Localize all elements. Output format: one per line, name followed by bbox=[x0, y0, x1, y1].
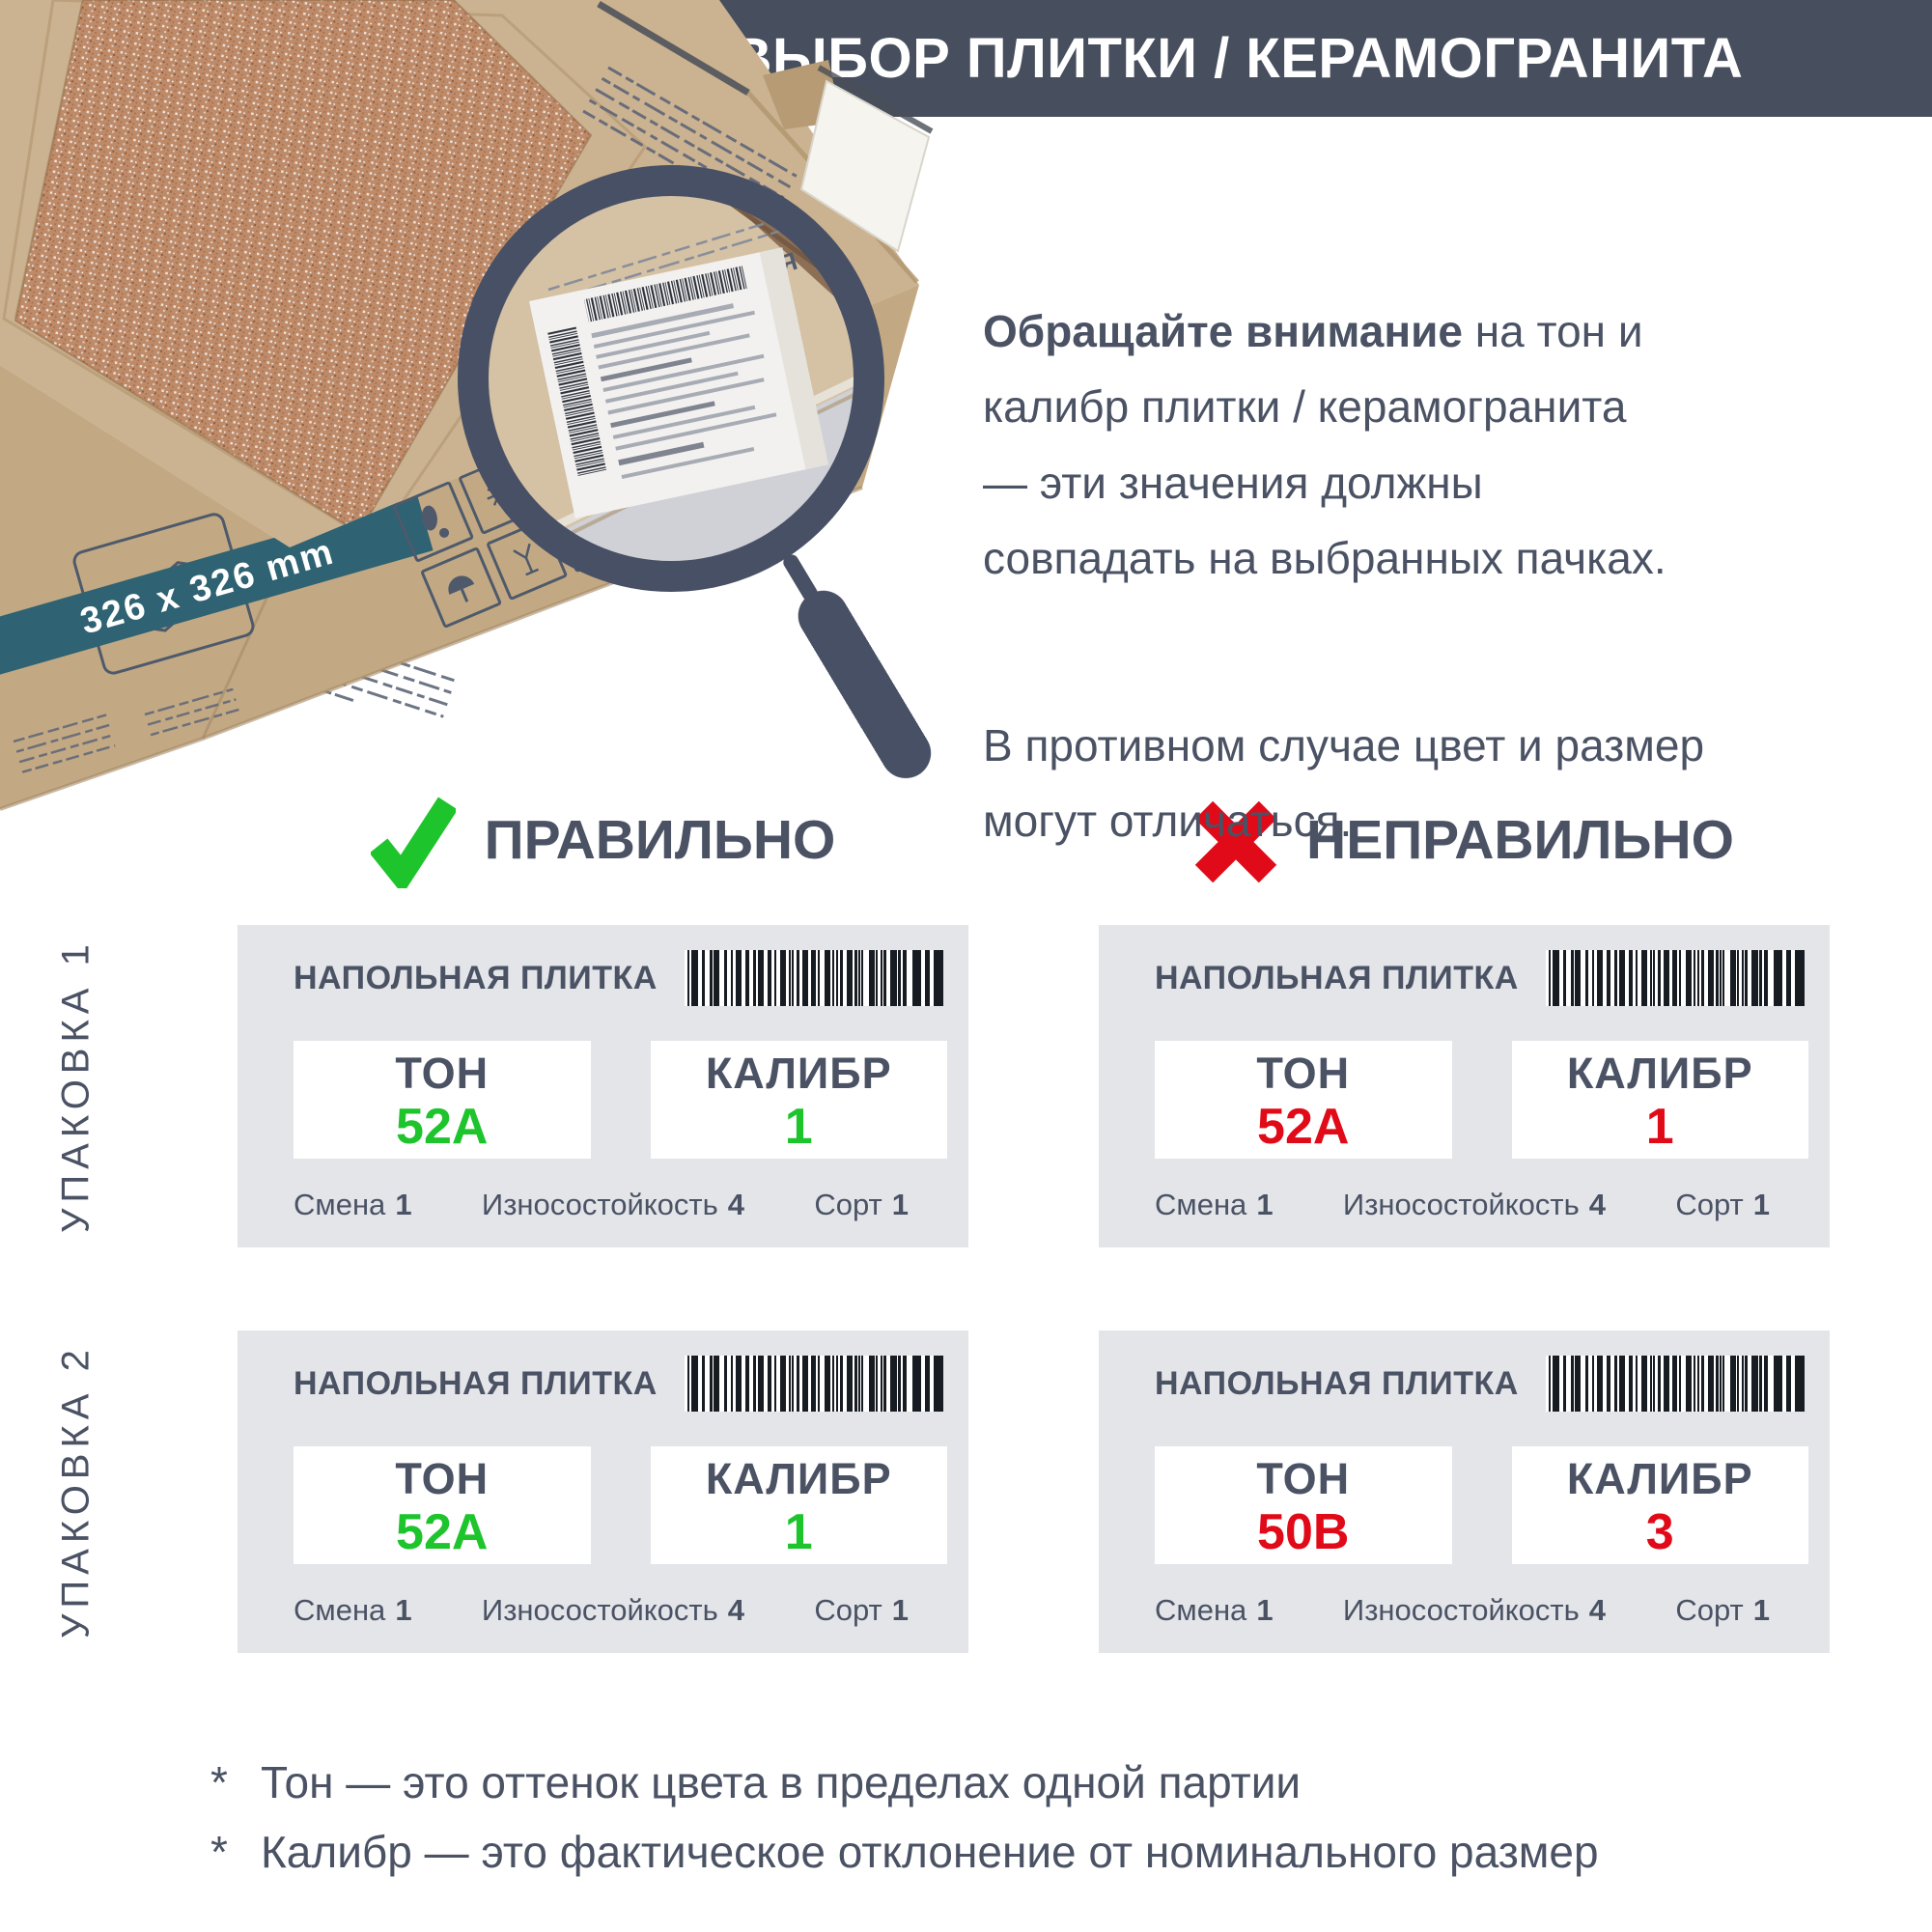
tone-label: ТОН bbox=[1256, 1454, 1351, 1503]
card-meta: Смена 1 Износостойкость 4 Сорт 1 bbox=[294, 1188, 909, 1221]
verdict-incorrect-label: НЕПРАВИЛЬНО bbox=[1306, 809, 1734, 871]
product-name: НАПОЛЬНАЯ ПЛИТКА bbox=[1155, 1364, 1519, 1402]
package-2-label: УПАКОВКА 2 bbox=[54, 1344, 98, 1639]
label-card-pack2-correct: НАПОЛЬНАЯ ПЛИТКА ТОН 52A КАЛИБР 1 Смена 1… bbox=[238, 1330, 968, 1653]
tone-value: 50B bbox=[1257, 1503, 1350, 1560]
card-meta: Смена 1 Износостойкость 4 Сорт 1 bbox=[1155, 1593, 1770, 1627]
check-icon bbox=[370, 797, 456, 888]
product-name: НАПОЛЬНАЯ ПЛИТКА bbox=[294, 1364, 658, 1402]
tone-value: 52A bbox=[396, 1098, 489, 1155]
footnote-marker: * bbox=[210, 1757, 228, 1807]
intro-lead-rest: на тон и калибр плитки / керамогранита —… bbox=[983, 306, 1666, 583]
package-1-label: УПАКОВКА 1 bbox=[54, 938, 98, 1234]
card-meta: Смена 1 Износостойкость 4 Сорт 1 bbox=[294, 1593, 909, 1627]
intro-paragraph-2: В противном случае цвет и размер могут о… bbox=[983, 720, 1705, 847]
caliber-box: КАЛИБР 1 bbox=[650, 1446, 947, 1564]
footprint-icon bbox=[421, 505, 450, 538]
page-title: ВЫБОР ПЛИТКИ / КЕРАМОГРАНИТА bbox=[731, 27, 1744, 90]
label-corner bbox=[799, 65, 934, 253]
footnote-marker: * bbox=[210, 1826, 228, 1877]
box-print-rows-side bbox=[13, 687, 239, 773]
footnote-tone: * Тон — это оттенок цвета в пределах одн… bbox=[210, 1755, 1852, 1811]
label-barcode-top bbox=[583, 266, 748, 322]
caliber-label: КАЛИБР bbox=[1566, 1454, 1753, 1503]
verdict-incorrect: НЕПРАВИЛЬНО bbox=[1099, 784, 1830, 896]
tone-box: ТОН 50B bbox=[1155, 1446, 1452, 1564]
caliber-label: КАЛИБР bbox=[705, 1049, 892, 1098]
caliber-label: КАЛИБР bbox=[1566, 1049, 1753, 1098]
label-card-pack1-correct: НАПОЛЬНАЯ ПЛИТКА ТОН 52A КАЛИБР 1 Смена 1… bbox=[238, 925, 968, 1247]
tone-label: ТОН bbox=[395, 1454, 490, 1503]
label-card-pack1-incorrect: НАПОЛЬНАЯ ПЛИТКА ТОН 52A КАЛИБР 1 Смена 1… bbox=[1099, 925, 1830, 1247]
label-barcode-vertical bbox=[547, 326, 607, 477]
verdict-correct: ПРАВИЛЬНО bbox=[238, 784, 968, 896]
label-card-pack2-incorrect: НАПОЛЬНАЯ ПЛИТКА ТОН 50B КАЛИБР 3 Смена 1… bbox=[1099, 1330, 1830, 1653]
caliber-box: КАЛИБР 1 bbox=[1511, 1041, 1808, 1159]
footnote-tone-text: Тон — это оттенок цвета в пределах одной… bbox=[261, 1757, 1302, 1807]
caliber-value: 3 bbox=[1645, 1503, 1674, 1560]
caliber-value: 1 bbox=[784, 1503, 813, 1560]
cross-icon bbox=[1194, 800, 1277, 883]
footnotes: * Тон — это оттенок цвета в пределах одн… bbox=[210, 1755, 1852, 1893]
barcode bbox=[681, 1356, 947, 1412]
shipping-label bbox=[529, 247, 828, 518]
box-photo-illustration: 326 x 326 mm bbox=[0, 0, 946, 850]
intro-paragraph-1: Обращайте внимание на тон и калибр плитк… bbox=[983, 294, 1890, 596]
barcode bbox=[1542, 950, 1808, 1006]
intro-text: Обращайте внимание на тон и калибр плитк… bbox=[983, 218, 1890, 971]
product-name: НАПОЛЬНАЯ ПЛИТКА bbox=[1155, 959, 1519, 996]
tone-box: ТОН 52A bbox=[1155, 1041, 1452, 1159]
caliber-box: КАЛИБР 1 bbox=[650, 1041, 947, 1159]
umbrella-icon bbox=[448, 575, 475, 602]
magnifier-ring-icon bbox=[458, 165, 884, 592]
caliber-value: 1 bbox=[784, 1098, 813, 1155]
caliber-box: КАЛИБР 3 bbox=[1511, 1446, 1808, 1564]
tone-label: ТОН bbox=[395, 1049, 490, 1098]
footnote-caliber: * Калибр — это фактическое отклонение от… bbox=[210, 1825, 1852, 1881]
tone-value: 52A bbox=[1257, 1098, 1350, 1155]
verdict-correct-label: ПРАВИЛЬНО bbox=[484, 809, 836, 871]
magnifier-handle-icon bbox=[783, 554, 932, 779]
glass-icon bbox=[513, 543, 540, 576]
tone-box: ТОН 52A bbox=[294, 1041, 591, 1159]
barcode bbox=[1542, 1356, 1808, 1412]
caliber-label: КАЛИБР bbox=[705, 1454, 892, 1503]
card-meta: Смена 1 Износостойкость 4 Сорт 1 bbox=[1155, 1188, 1770, 1221]
barcode bbox=[681, 950, 947, 1006]
tone-value: 52A bbox=[396, 1503, 489, 1560]
product-name: НАПОЛЬНАЯ ПЛИТКА bbox=[294, 959, 658, 996]
tone-box: ТОН 52A bbox=[294, 1446, 591, 1564]
tone-label: ТОН bbox=[1256, 1049, 1351, 1098]
caliber-value: 1 bbox=[1645, 1098, 1674, 1155]
footnote-caliber-text: Калибр — это фактическое отклонение от н… bbox=[261, 1826, 1599, 1877]
intro-lead: Обращайте внимание bbox=[983, 306, 1463, 357]
